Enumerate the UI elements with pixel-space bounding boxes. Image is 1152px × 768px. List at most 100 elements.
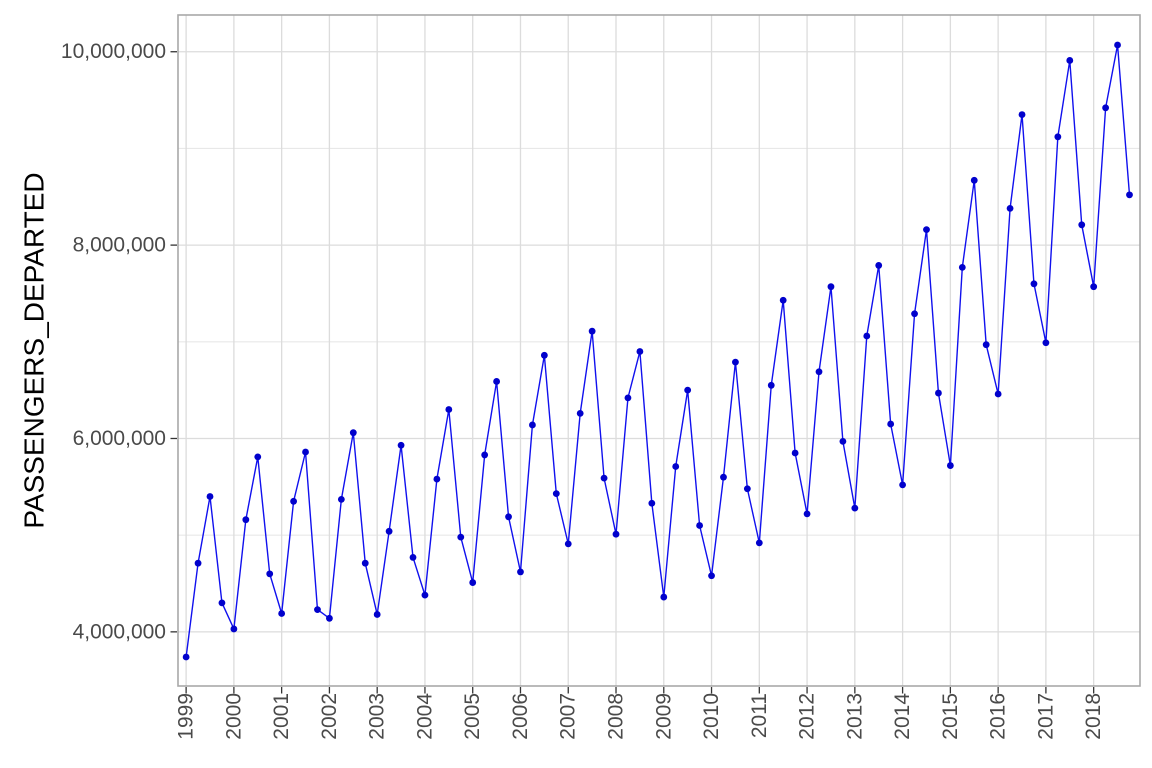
data-point bbox=[385, 527, 393, 535]
data-point bbox=[254, 453, 262, 461]
data-point bbox=[552, 490, 560, 497]
data-point bbox=[314, 606, 321, 614]
data-point bbox=[827, 283, 835, 291]
y-tick-label: 6,000,000 bbox=[73, 427, 166, 450]
data-point bbox=[708, 572, 715, 580]
data-point bbox=[791, 449, 799, 457]
x-tick-label: 2005 bbox=[461, 693, 484, 740]
data-point bbox=[863, 332, 871, 340]
x-tick-label: 2017 bbox=[1034, 693, 1057, 740]
data-point bbox=[779, 296, 787, 304]
data-point bbox=[696, 522, 703, 529]
data-point bbox=[361, 559, 369, 567]
data-point bbox=[732, 358, 739, 366]
data-point bbox=[660, 593, 668, 601]
data-point bbox=[672, 463, 680, 470]
x-tick-label: 2015 bbox=[939, 693, 962, 740]
data-points bbox=[182, 41, 1133, 661]
data-point bbox=[529, 421, 536, 429]
data-point bbox=[373, 611, 381, 618]
data-point bbox=[1102, 104, 1110, 112]
data-point bbox=[1078, 221, 1086, 229]
data-point bbox=[230, 625, 238, 633]
data-point bbox=[266, 570, 274, 578]
data-point bbox=[970, 176, 978, 184]
data-point bbox=[337, 496, 345, 503]
data-point bbox=[684, 386, 692, 394]
data-point bbox=[505, 513, 512, 521]
data-point bbox=[194, 559, 202, 567]
x-tick-label: 2010 bbox=[700, 693, 723, 740]
data-point bbox=[576, 409, 584, 417]
data-point bbox=[887, 420, 895, 428]
x-tick-label: 2013 bbox=[843, 693, 866, 740]
x-tick-label: 2012 bbox=[796, 693, 819, 740]
data-point bbox=[720, 473, 727, 481]
data-point bbox=[326, 614, 333, 622]
data-point bbox=[946, 462, 954, 469]
data-point bbox=[433, 475, 441, 483]
data-line bbox=[185, 44, 1131, 658]
data-point bbox=[743, 485, 751, 493]
data-point bbox=[624, 394, 632, 402]
x-tick-label: 2001 bbox=[270, 693, 293, 740]
data-point bbox=[445, 406, 453, 413]
x-axis-labels: 1999 2000 2001 2002 2003 2004 2005 2006 2007 2008… bbox=[175, 693, 1106, 740]
y-gridlines-major bbox=[178, 51, 1140, 633]
data-point bbox=[481, 451, 489, 459]
data-point bbox=[1042, 339, 1050, 347]
data-point bbox=[612, 530, 620, 538]
data-point bbox=[290, 497, 297, 505]
x-tick-label: 2003 bbox=[366, 693, 389, 740]
y-gridlines-minor bbox=[178, 147, 1140, 536]
x-tick-label: 2000 bbox=[222, 693, 245, 740]
x-tick-label: 2016 bbox=[987, 693, 1010, 740]
data-point bbox=[409, 554, 417, 561]
data-point bbox=[648, 499, 656, 507]
data-point bbox=[1114, 41, 1121, 49]
data-point bbox=[349, 429, 357, 437]
panel-border bbox=[177, 14, 1141, 687]
x-axis-ticks bbox=[185, 687, 1095, 694]
x-tick-label: 2014 bbox=[891, 693, 914, 740]
x-tick-label: 2018 bbox=[1082, 693, 1105, 740]
x-tick-label: 2009 bbox=[652, 693, 675, 740]
data-point bbox=[1030, 280, 1038, 288]
data-point bbox=[588, 327, 596, 335]
data-point bbox=[397, 441, 405, 449]
data-point bbox=[600, 474, 608, 482]
data-point bbox=[767, 381, 775, 389]
data-point bbox=[540, 351, 548, 359]
data-point bbox=[469, 579, 477, 586]
data-point bbox=[302, 448, 309, 456]
data-point bbox=[182, 653, 190, 661]
y-axis-ticks bbox=[170, 51, 177, 633]
data-point bbox=[994, 390, 1002, 398]
data-point bbox=[923, 226, 930, 234]
data-point bbox=[982, 341, 990, 349]
data-point bbox=[851, 504, 859, 512]
data-point bbox=[493, 378, 500, 385]
data-point bbox=[755, 539, 763, 547]
data-point bbox=[564, 540, 572, 548]
y-tick-label: 8,000,000 bbox=[73, 234, 166, 257]
data-point bbox=[218, 599, 226, 607]
data-point bbox=[1006, 204, 1014, 212]
y-tick-label: 4,000,000 bbox=[73, 620, 166, 643]
data-point bbox=[911, 310, 918, 318]
y-axis-labels: 4,000,000 6,000,000 8,000,000 10,000,000 bbox=[61, 40, 166, 643]
data-point bbox=[1090, 283, 1098, 291]
data-point bbox=[1126, 191, 1133, 199]
data-point bbox=[839, 437, 847, 445]
data-point bbox=[1054, 133, 1062, 141]
data-point bbox=[242, 516, 250, 524]
data-point bbox=[803, 510, 811, 518]
data-point bbox=[899, 481, 906, 489]
x-tick-label: 2002 bbox=[318, 693, 341, 740]
data-point bbox=[1018, 111, 1026, 118]
x-tick-label: 2007 bbox=[557, 693, 580, 740]
data-point bbox=[636, 348, 644, 355]
data-point bbox=[206, 493, 214, 500]
x-tick-label: 2011 bbox=[748, 693, 771, 738]
